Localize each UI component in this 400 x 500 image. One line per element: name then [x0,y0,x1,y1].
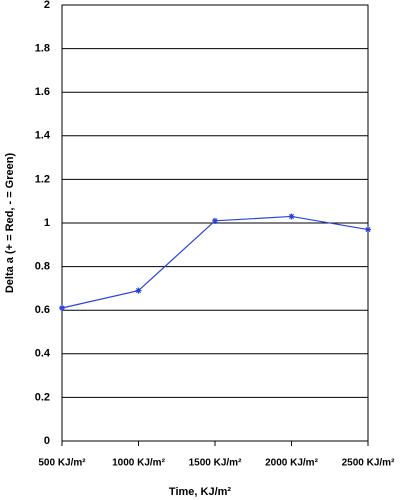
x-tick-label: 1000 KJ/m² [112,458,165,469]
data-point [212,217,218,224]
y-tick-label: 1.2 [35,173,50,185]
y-tick-label: 0.4 [35,348,51,360]
y-tick-label: 0 [44,435,50,447]
y-tick-label: 0.8 [35,261,50,273]
data-point [288,213,295,220]
data-point [365,226,371,233]
x-tick-label: 500 KJ/m² [38,458,86,469]
y-tick-label: 0.6 [35,304,50,316]
data-point [135,287,142,294]
data-point [59,305,65,312]
x-axis-title: Time, KJ/m² [169,486,231,498]
y-tick-label: 1 [44,217,50,229]
y-axis-title: Delta a (+ = Red, - = Green) [4,153,16,294]
y-tick-label: 2 [44,0,50,11]
y-tick-label: 1.8 [35,43,50,55]
y-tick-label: 1.4 [35,130,51,142]
y-tick-label: 1.6 [35,86,50,98]
x-tick-label: 2000 KJ/m² [265,458,318,469]
x-tick-label: 1500 KJ/m² [189,458,242,469]
x-tick-label: 2500 KJ/m² [342,458,395,469]
data-line [61,215,369,309]
y-tick-label: 0.2 [35,391,50,403]
